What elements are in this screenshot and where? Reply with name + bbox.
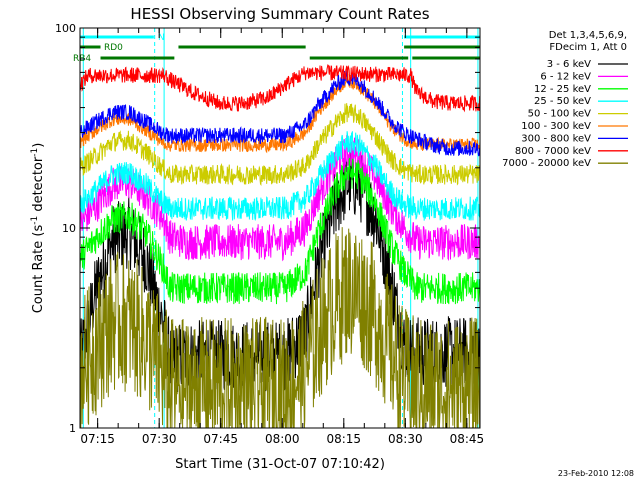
x-tick-label: 07:45 — [203, 432, 238, 446]
x-tick-label: 08:30 — [388, 432, 423, 446]
legend-label: 6 - 12 keV — [540, 71, 591, 82]
series-line-800to7000keV — [79, 64, 481, 113]
x-tick-label: 08:00 — [265, 432, 300, 446]
footer-date: 23-Feb-2010 12:08 — [558, 469, 634, 478]
flag-label-n: N — [158, 33, 165, 43]
series-line-12to25keV — [79, 157, 481, 305]
chart-title: HESSI Observing Summary Count Rates — [130, 5, 429, 23]
legend-label: 100 - 300 keV — [521, 121, 591, 132]
flag-label-rd0: RD0 — [104, 43, 123, 53]
x-tick-label: 07:15 — [80, 432, 115, 446]
y-tick-label: 10 — [62, 222, 76, 235]
series-line-300to800keV — [79, 70, 481, 157]
y-tick-label: 1 — [69, 422, 76, 435]
y-tick-label: 100 — [55, 22, 76, 35]
y-axis-label: Count Rate (s-1 detector-1) — [30, 143, 46, 314]
legend-label: 300 - 800 keV — [521, 133, 591, 144]
legend-label: 25 - 50 keV — [534, 96, 591, 107]
legend-label: 7000 - 20000 keV — [502, 158, 591, 169]
legend-header: FDecim 1, Att 0 — [549, 42, 627, 53]
x-tick-label: 07:30 — [142, 432, 177, 446]
x-tick-label: 08:45 — [450, 432, 485, 446]
legend-label: 3 - 6 keV — [547, 59, 591, 70]
legend-label: 12 - 25 keV — [534, 84, 591, 95]
x-tick-label: 08:15 — [326, 432, 361, 446]
legend-label: 50 - 100 keV — [528, 109, 592, 120]
x-axis-label: Start Time (31-Oct-07 07:10:42) — [175, 457, 385, 472]
series-line-50to100keV — [79, 103, 481, 187]
legend-label: 800 - 7000 keV — [515, 146, 591, 157]
legend-header: Det 1,3,4,5,6,9, — [549, 30, 627, 41]
series-line-100to300keV — [79, 73, 481, 154]
series-line-25to50keV — [79, 131, 481, 222]
